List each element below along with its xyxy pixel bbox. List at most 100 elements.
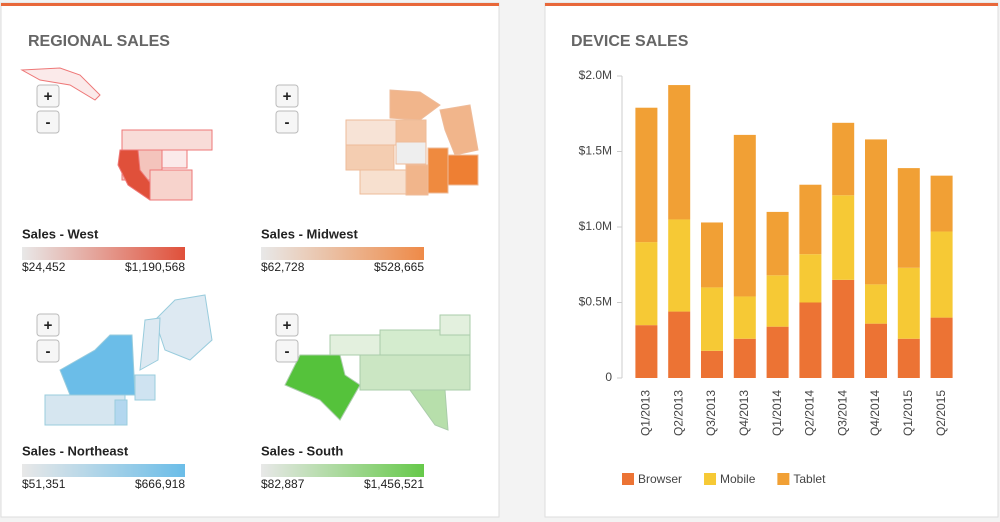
map-south xyxy=(284,314,471,431)
y-tick-label: $1.0M xyxy=(579,219,612,233)
zoom-button[interactable]: + xyxy=(36,313,60,337)
y-tick-label: $0.5M xyxy=(579,295,612,309)
y-tick-label: 0 xyxy=(605,370,612,384)
bar-segment xyxy=(832,195,855,280)
zoom-button-label: - xyxy=(285,114,290,131)
zoom-button-box xyxy=(275,313,299,337)
zoom-button[interactable]: - xyxy=(36,110,60,134)
zoom-button-label: - xyxy=(46,343,51,360)
zoom-button-box xyxy=(36,313,60,337)
bar-segment xyxy=(733,134,756,297)
bar-segment xyxy=(766,275,789,327)
bar-segment xyxy=(897,267,920,339)
bar-segment xyxy=(799,302,822,378)
legend-title: Sales - Midwest xyxy=(261,226,358,241)
x-tick-label: Q4/2014 xyxy=(868,390,882,436)
y-tick-label: $1.5M xyxy=(579,144,612,158)
zoom-button-label: + xyxy=(283,88,292,105)
legend-title: Sales - West xyxy=(22,226,99,241)
zoom-button-box xyxy=(275,84,299,108)
scale-min: $82,887 xyxy=(261,477,305,491)
zoom-button[interactable]: - xyxy=(36,339,60,363)
panel-title: REGIONAL SALES xyxy=(28,33,170,50)
legend-title: Sales - South xyxy=(261,443,343,458)
bar-segment xyxy=(635,107,658,243)
bar-segment xyxy=(701,222,723,288)
x-tick-label: Q1/2014 xyxy=(770,390,784,436)
scale-max: $1,456,521 xyxy=(364,477,424,491)
x-tick-label: Q3/2013 xyxy=(704,390,718,436)
zoom-button-box xyxy=(275,110,299,134)
color-scale xyxy=(22,247,185,260)
bar-segment xyxy=(930,231,953,318)
bar-segment xyxy=(865,323,887,378)
zoom-button[interactable]: - xyxy=(275,110,299,134)
zoom-button[interactable]: + xyxy=(275,84,299,108)
scale-max: $528,665 xyxy=(374,260,424,274)
map-midwest xyxy=(345,89,479,196)
legend-swatch xyxy=(622,473,634,485)
color-scale xyxy=(261,247,424,260)
x-tick-label: Q3/2014 xyxy=(835,390,849,436)
zoom-button-box xyxy=(36,110,60,134)
map-northeast xyxy=(44,294,213,426)
x-tick-label: Q4/2013 xyxy=(737,390,751,436)
x-tick-label: Q2/2015 xyxy=(934,390,948,436)
panel-accent xyxy=(545,3,998,6)
zoom-button-label: + xyxy=(283,317,292,334)
legend-label: Tablet xyxy=(793,472,826,486)
x-tick-label: Q2/2013 xyxy=(671,390,685,436)
bar-segment xyxy=(930,175,953,232)
zoom-button-label: - xyxy=(285,343,290,360)
scale-min: $24,452 xyxy=(22,260,66,274)
x-tick-label: Q1/2013 xyxy=(639,390,653,436)
zoom-button-box xyxy=(36,84,60,108)
bar-segment xyxy=(635,242,658,326)
zoom-button[interactable]: + xyxy=(36,84,60,108)
bar-segment xyxy=(766,326,789,378)
bar-segment xyxy=(897,338,920,378)
color-scale xyxy=(22,464,185,477)
zoom-button-box xyxy=(275,339,299,363)
panel-accent xyxy=(1,3,499,6)
bar-segment xyxy=(766,211,789,276)
bar-segment xyxy=(668,311,691,378)
bar-segment xyxy=(733,296,756,339)
bar-segment xyxy=(832,122,855,196)
y-tick-label: $2.0M xyxy=(579,68,612,82)
zoom-button-label: - xyxy=(46,114,51,131)
scale-min: $62,728 xyxy=(261,260,305,274)
panel-title: DEVICE SALES xyxy=(571,33,689,50)
bar-segment xyxy=(733,338,756,378)
legend-label: Browser xyxy=(638,472,682,486)
bar-segment xyxy=(635,325,658,378)
x-tick-label: Q2/2014 xyxy=(803,390,817,436)
legend-swatch xyxy=(704,473,717,485)
zoom-button-box xyxy=(36,339,60,363)
scale-max: $666,918 xyxy=(135,477,185,491)
bar-segment xyxy=(799,254,822,303)
scale-min: $51,351 xyxy=(22,477,66,491)
scale-max: $1,190,568 xyxy=(125,260,185,274)
bar-segment xyxy=(832,279,855,378)
bar-segment xyxy=(799,184,822,255)
legend-title: Sales - Northeast xyxy=(22,443,129,458)
zoom-button[interactable]: + xyxy=(275,313,299,337)
zoom-button[interactable]: - xyxy=(275,339,299,363)
bar-segment xyxy=(701,350,723,378)
bar-segment xyxy=(865,139,887,285)
legend-swatch xyxy=(777,473,790,485)
color-scale xyxy=(261,464,424,477)
bar-segment xyxy=(930,317,953,378)
zoom-button-label: + xyxy=(44,317,53,334)
bar-segment xyxy=(668,219,691,312)
bar-segment xyxy=(668,85,691,220)
bar-segment xyxy=(865,284,887,324)
legend-label: Mobile xyxy=(720,472,756,486)
map-west xyxy=(20,67,213,201)
x-tick-label: Q1/2015 xyxy=(901,390,915,436)
bar-segment xyxy=(701,287,723,351)
bar-segment xyxy=(897,168,920,268)
